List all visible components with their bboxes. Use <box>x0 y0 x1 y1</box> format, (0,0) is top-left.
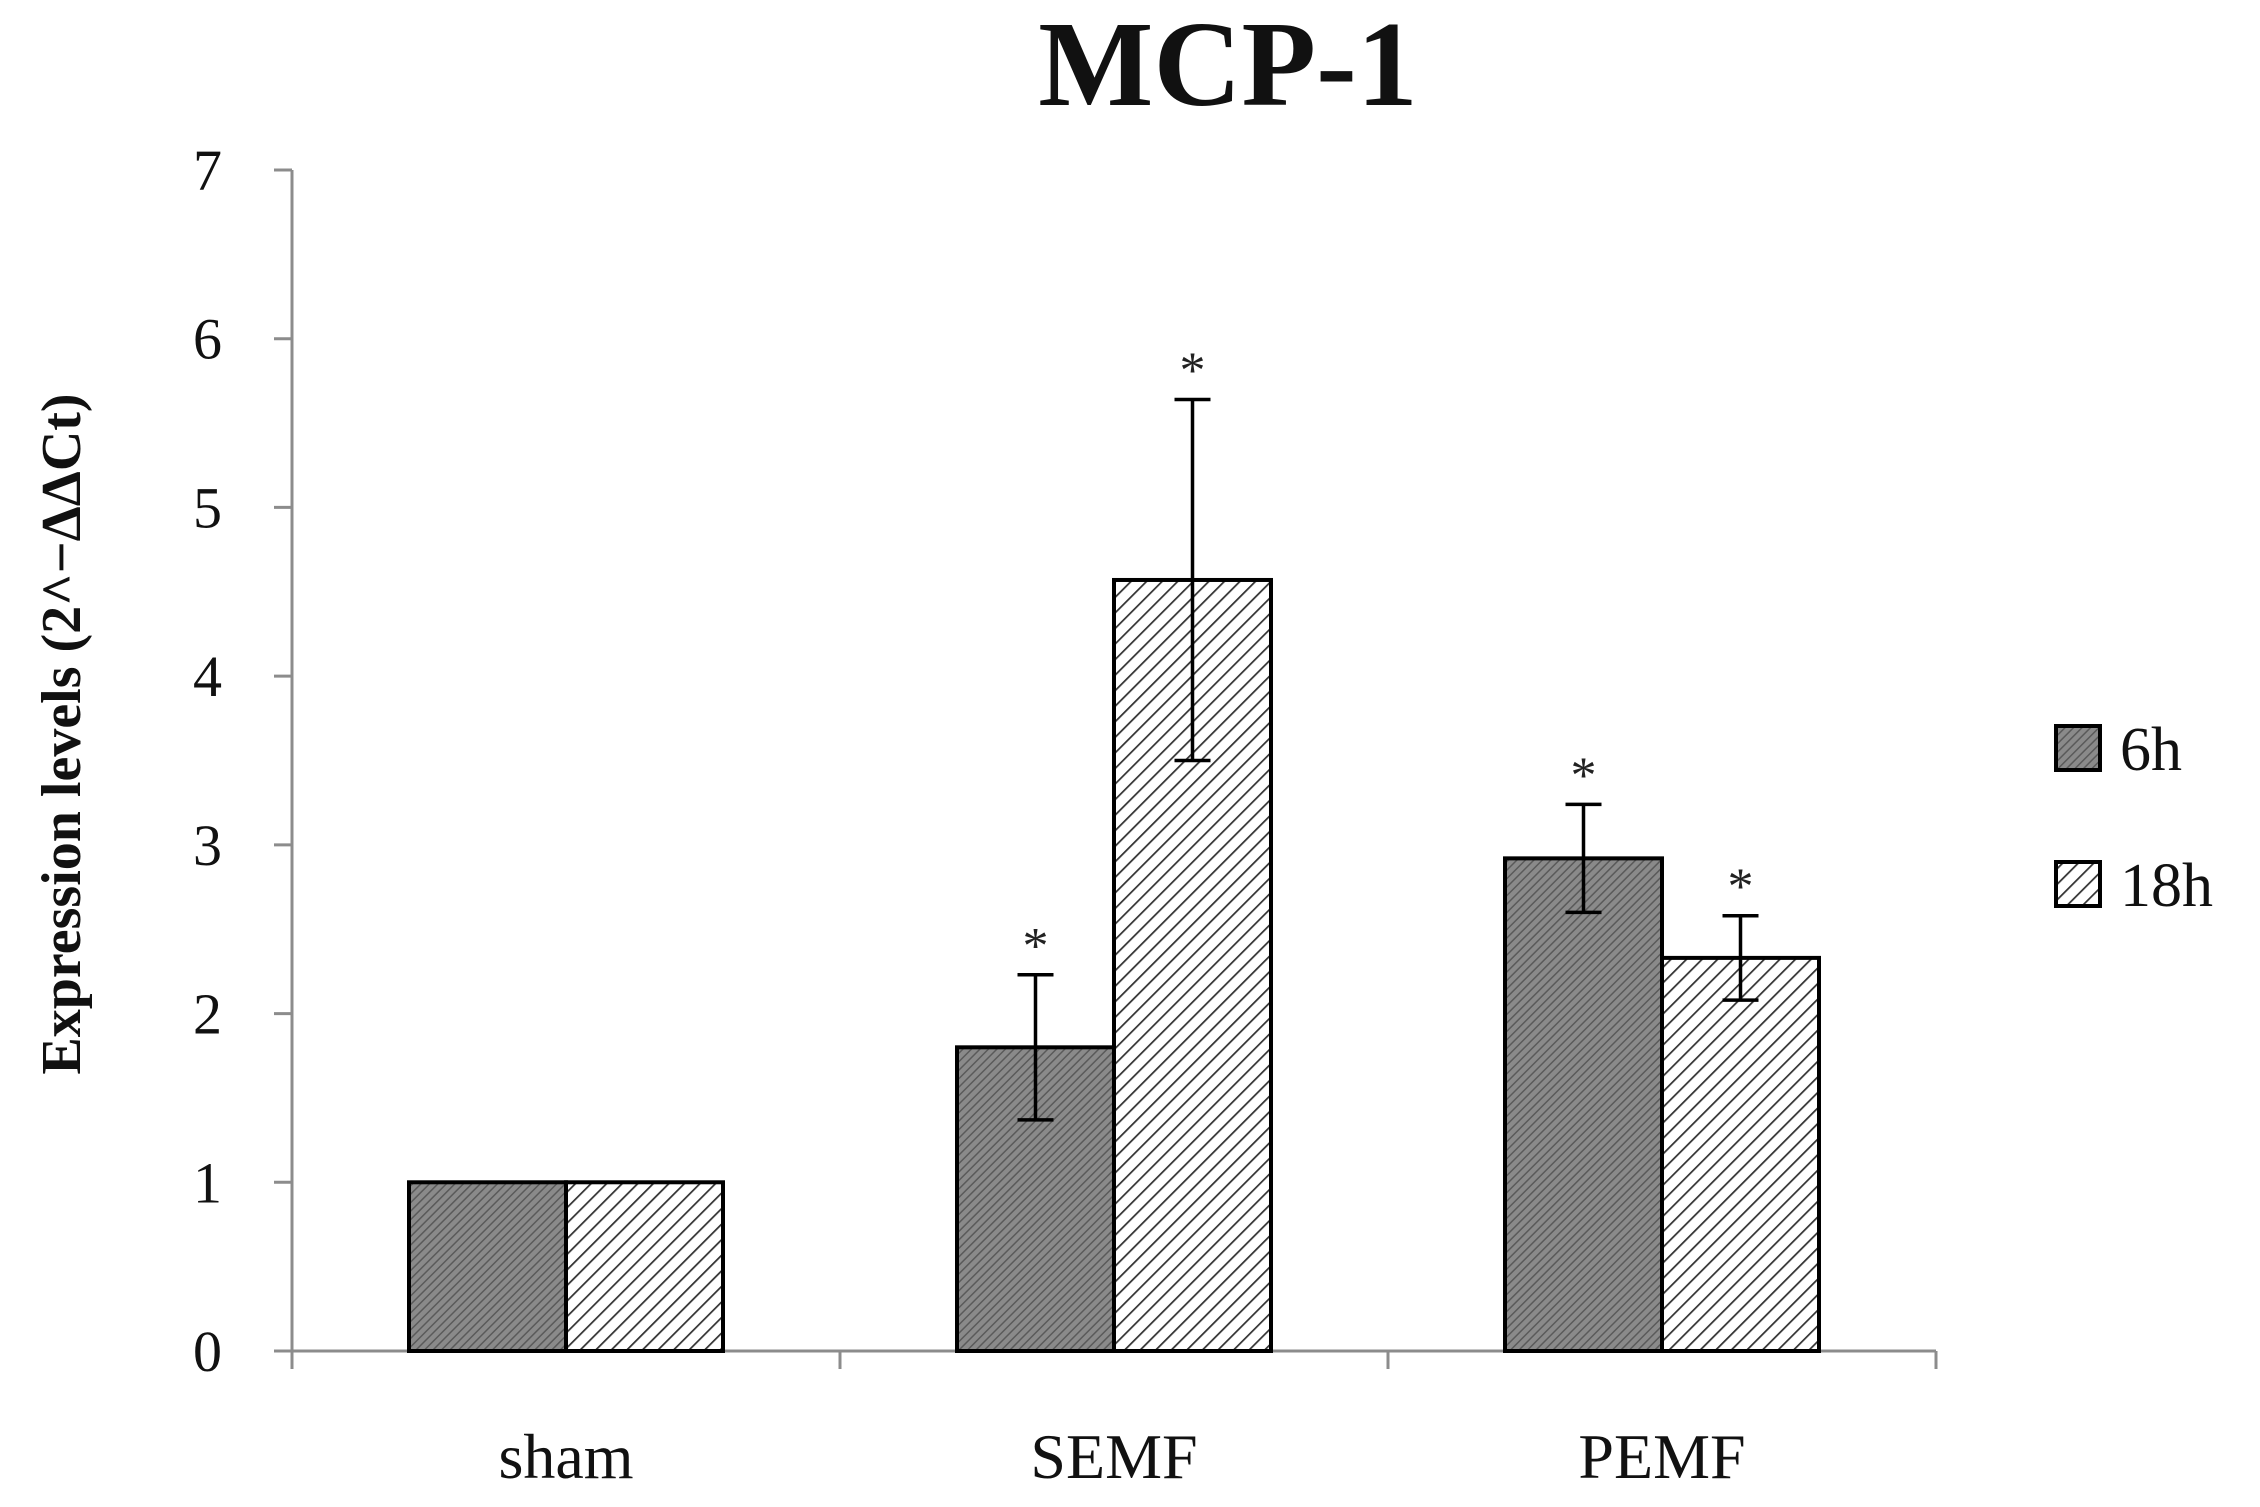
y-tick-label: 5 <box>193 475 222 540</box>
y-tick-label: 3 <box>193 813 222 878</box>
x-axis-labels: sham SEMF PEMF <box>498 1421 1745 1492</box>
y-tick-label: 1 <box>193 1150 222 1215</box>
bar-18h-PEMF <box>1660 955 1821 1353</box>
significance-asterisk: * <box>1023 918 1049 975</box>
legend-label-6h: 6h <box>2120 716 2182 784</box>
y-axis-label: Expression levels (2^−ΔΔCt) <box>31 393 93 1074</box>
x-tick-label-sham: sham <box>498 1421 633 1492</box>
chart-title: MCP-1 <box>1038 0 1417 132</box>
significance-asterisk: * <box>1728 859 1754 916</box>
x-tick-label-PEMF: PEMF <box>1578 1421 1745 1492</box>
significance-asterisk: * <box>1180 342 1206 399</box>
bar-18h-sham <box>564 1180 725 1354</box>
legend: 6h 18h <box>2054 716 2213 920</box>
error-bars <box>1017 397 1759 1122</box>
significance-asterisk: * <box>1571 747 1597 804</box>
bar-6h-PEMF <box>1503 856 1664 1354</box>
y-axis-ticks: 0 1 2 3 4 5 6 7 <box>193 138 292 1384</box>
y-tick-label: 7 <box>193 138 222 203</box>
y-tick-label: 2 <box>193 982 222 1047</box>
bar-6h-sham <box>407 1180 568 1354</box>
significance-markers: * * * * <box>1023 342 1754 974</box>
bars <box>407 577 1821 1354</box>
y-tick-label: 4 <box>193 644 222 709</box>
x-tick-label-SEMF: SEMF <box>1030 1421 1197 1492</box>
y-tick-label: 6 <box>193 307 222 372</box>
legend-label-18h: 18h <box>2120 852 2213 920</box>
y-tick-label: 0 <box>193 1319 222 1384</box>
legend-swatch-18h <box>2054 860 2102 908</box>
legend-swatch-6h <box>2054 724 2102 772</box>
